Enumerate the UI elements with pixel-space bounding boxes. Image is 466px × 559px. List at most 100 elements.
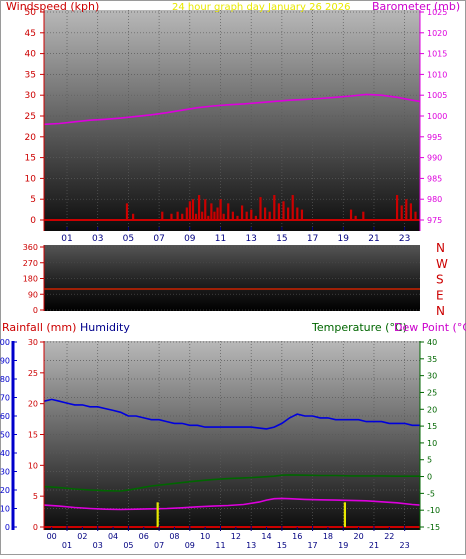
windspeed-tick-label: 35 [25,70,36,80]
windspeed-bar [273,195,276,220]
barometer-tick-label: 975 [427,216,442,225]
humidity-tick-label: 30 [0,468,10,477]
windspeed-bar [132,213,135,220]
windspeed-bar [236,215,239,220]
rainfall-bar [343,502,346,527]
rainfall-tick-label: 25 [28,369,38,378]
humidity-tick-label: 40 [0,449,10,458]
temp-x-tick-label: 13 [246,541,256,550]
windspeed-tick-label: 20 [25,133,37,143]
temperature-tick-label: -15 [427,523,440,532]
temp-panel-x-axis: 01 00 03 02 05 04 07 06 09 08 11 10 13 12 15 14 17 16 19 18… [47,526,410,550]
windspeed-bar [222,213,225,220]
windspeed-bar [170,213,173,220]
windspeed-bar [176,211,179,220]
temperature-tick-label: 20 [427,405,437,414]
windspeed-bar [282,201,285,220]
compass-label: N [436,304,445,318]
windspeed-tick-label: 30 [25,91,37,101]
temperature-tick-label: 35 [427,355,437,364]
humidity-tick-label: 100 [0,338,10,347]
windspeed-bar [213,211,216,220]
windspeed-bar [219,199,222,220]
compass-label: E [436,288,444,302]
barometer-label: Barometer (mb) [372,0,460,13]
windspeed-axis-ticks: 0 5 10 15 20 25 30 35 40 45 50 [25,8,44,226]
wind-x-tick-label: 11 [215,234,226,244]
humidity-label: Humidity [80,321,130,334]
windspeed-bar [181,213,184,220]
rainfall-tick-label: 10 [28,461,38,470]
barometer-tick-label: 985 [427,174,442,183]
temp-x-tick-label: 07 [154,541,164,550]
windspeed-bar [409,203,412,220]
windspeed-tick-label: 50 [25,8,37,18]
windspeed-bar [300,209,304,220]
humidity-tick-label: 0 [5,523,10,532]
windspeed-bar [245,211,248,220]
windspeed-tick-label: 45 [25,29,36,39]
wind-x-tick-label: 21 [368,234,379,244]
barometer-tick-label: 990 [427,154,442,163]
windspeed-bar [405,199,408,220]
windspeed-bars [125,195,417,220]
temperature-axis-ticks: -15 -10 -5 0 5 10 15 20 25 30 35 40 [420,338,440,532]
barometer-axis-ticks: 975 980 985 990 995 1000 1005 1010 1015 1020 1025 [420,8,447,225]
compass-label: S [436,273,444,287]
temp-panel-background [44,341,420,530]
humidity-tick-label: 80 [0,375,10,384]
windspeed-bar [240,205,244,220]
temperature-line [43,474,420,492]
windspeed-bar [287,207,290,220]
temperature-tick-label: 30 [427,372,437,381]
temp-x-minor-tick-label: 16 [292,532,302,541]
humidity-tick-label: 70 [0,394,10,403]
direction-tick-label: 0 [33,306,38,315]
temp-x-minor-tick-label: 12 [231,532,241,541]
barometer-tick-label: 1020 [427,29,447,38]
wind-x-tick-label: 05 [123,234,134,244]
temperature-tick-label: 40 [427,338,437,347]
temp-x-minor-tick-label: 22 [384,532,394,541]
rainfall-tick-label: 5 [33,492,38,501]
rainfall-axis-ticks: 0 5 10 15 20 25 30 [28,338,44,532]
barometer-tick-label: 1005 [427,91,447,100]
windspeed-bar [414,211,417,220]
temp-x-minor-tick-label: 00 [47,532,57,541]
windspeed-bar [362,211,365,220]
compass-label: W [436,257,448,271]
temp-x-minor-tick-label: 04 [108,532,118,541]
dewpoint-line [43,497,421,511]
windspeed-tick-label: 15 [25,154,36,164]
rainfall-tick-label: 20 [28,400,38,409]
temp-x-minor-tick-label: 14 [261,532,271,541]
direction-tick-label: 360 [23,243,38,252]
temp-x-tick-label: 09 [185,541,195,550]
barometer-tick-label: 995 [427,133,442,142]
wind-x-tick-label: 01 [61,234,72,244]
windspeed-bar [207,215,210,220]
windspeed-bar [250,209,253,220]
dewpoint-label: Dew Point (°C) [394,321,466,334]
windspeed-tick-label: 5 [30,195,36,205]
temp-x-tick-label: 15 [277,541,287,550]
temp-x-minor-tick-label: 02 [77,532,87,541]
windspeed-bar [216,207,219,220]
wind-panel-x-axis: 01 03 05 07 09 11 13 15 17 19 21 23 [61,227,410,244]
barometer-tick-label: 1015 [427,50,447,59]
barometer-tick-label: 1010 [427,70,447,79]
temp-x-tick-label: 05 [123,541,133,550]
windspeed-bar [188,201,191,220]
wind-x-tick-label: 09 [184,234,196,244]
temp-x-tick-label: 23 [400,541,410,550]
temperature-tick-label: -5 [427,489,435,498]
windspeed-tick-label: 0 [30,216,36,226]
windspeed-bar [185,207,188,220]
temperature-tick-label: -10 [427,506,440,515]
rainfall-tick-label: 15 [28,431,38,440]
temp-x-tick-label: 11 [215,541,225,550]
